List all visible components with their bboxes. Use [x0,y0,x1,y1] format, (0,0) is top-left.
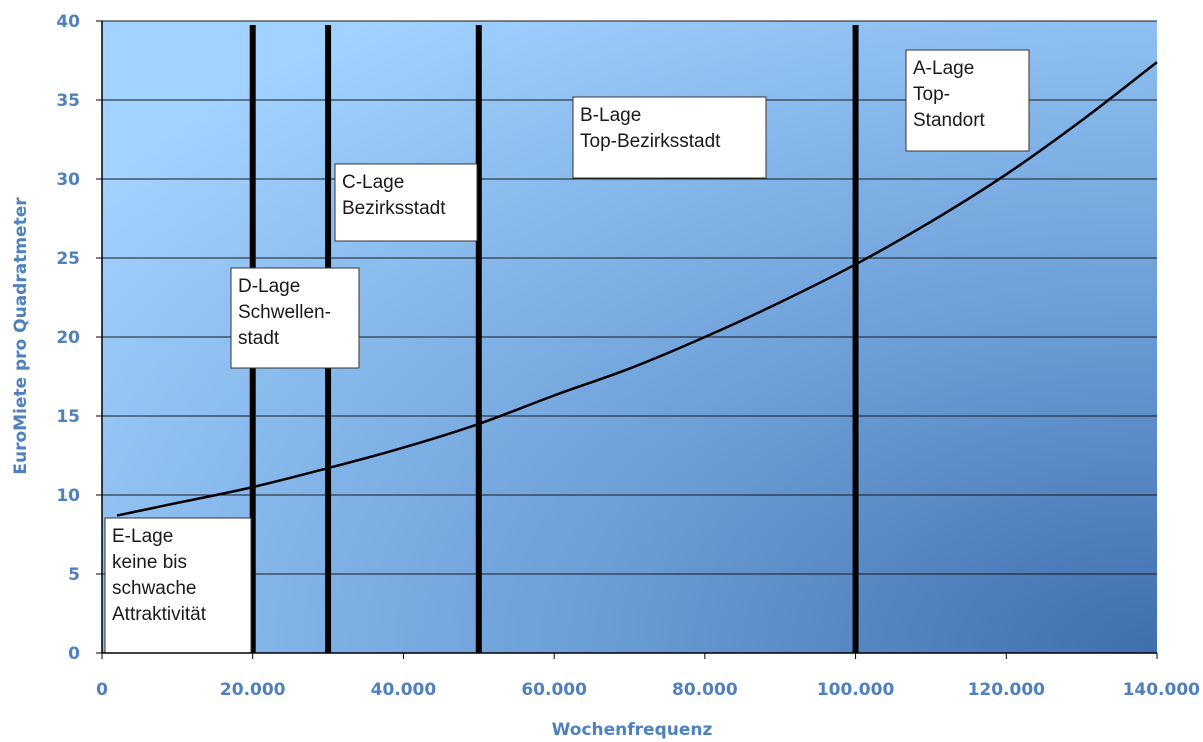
zone-label-text: Schwellen- [238,302,331,323]
zone-label: A-Lage Top- Standort [905,49,1030,152]
x-tick-label: 100.000 [817,680,895,700]
rent-curve [116,61,1158,517]
zone-label-text: Top- [913,84,950,105]
zone-label-text: stadt [238,328,280,349]
zone-label-text: Attraktivität [112,604,207,625]
x-tick-label: 40.000 [371,680,437,700]
zone-label-text: schwache [112,578,197,599]
x-tick-label: 0 [96,680,108,700]
y-tick-label: 40 [56,12,80,32]
x-tick-label: 140.000 [1123,680,1201,700]
y-tick-label: 25 [56,249,80,269]
zone-label-text: Bezirksstadt [342,198,446,219]
x-tick-label: 80.000 [672,680,738,700]
zone-label-text: A-Lage [913,58,974,79]
zone-label-box [334,163,478,242]
y-tick-label: 20 [56,328,80,348]
zone-label-text: C-Lage [342,172,404,193]
x-tick-label: 120.000 [968,680,1046,700]
y-tick-label: 30 [56,170,80,190]
y-axis-ticks: 0 5 10 15 20 25 30 35 40 [56,12,102,664]
zone-label: D-Lage Schwellen-stadt [230,267,360,369]
zone-label: B-Lage Top-Bezirksstadt [572,96,767,179]
y-tick-label: 15 [56,407,80,427]
zone-label-box [572,96,767,179]
x-tick-label: 20.000 [220,680,286,700]
zone-label-box [104,517,252,654]
y-tick-label: 35 [56,91,80,111]
zone-label: E-Lage keine bis schwache Attraktivität [104,517,252,654]
x-axis-title: Wochenfrequenz [552,720,713,740]
y-tick-label: 0 [68,644,80,664]
zone-label-text: D-Lage [238,276,300,297]
x-tick-label: 60.000 [521,680,587,700]
zone-labels: E-Lage keine bis schwache Attraktivität D-La… [104,49,1030,654]
zone-label-text: Standort [913,110,986,131]
zone-label-text: B-Lage [580,105,641,126]
x-axis-ticks: 0 20.000 40.000 60.000 80.000 100.000 120.000 1… [96,653,1200,700]
y-tick-label: 5 [68,565,80,585]
zone-label: C-Lage Bezirksstadt [334,163,478,242]
zone-label-text: Top-Bezirksstadt [580,131,721,152]
y-axis-title: EuroMiete pro Quadratmeter [11,197,31,475]
zone-label-text: E-Lage [112,526,173,547]
zone-label-box [905,49,1030,152]
y-tick-label: 10 [56,486,80,506]
zone-label-box [230,267,360,369]
zone-label-text: keine bis [112,552,187,573]
